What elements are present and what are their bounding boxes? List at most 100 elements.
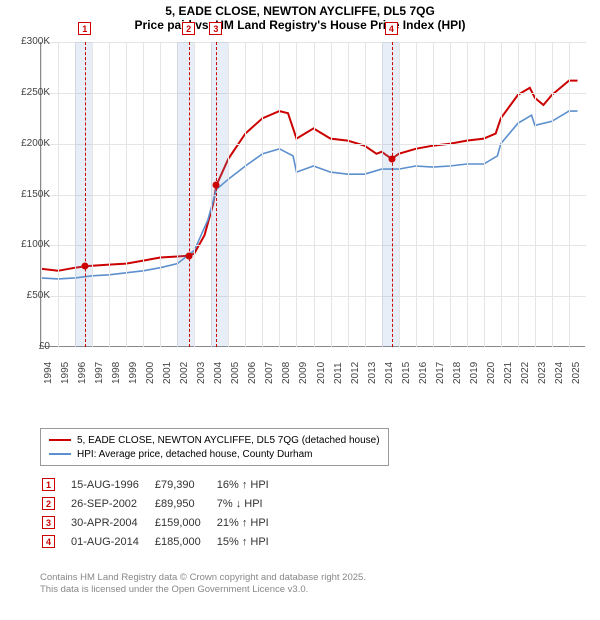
gridline-v [296, 42, 297, 347]
sale-price: £89,950 [155, 495, 215, 512]
table-row: 4 01-AUG-2014£185,00015% ↑ HPI [42, 533, 283, 550]
x-tick-label: 2005 [230, 344, 241, 384]
x-tick-label: 2022 [520, 344, 531, 384]
sale-marker-box: 1 [78, 22, 91, 35]
sale-marker-line [189, 42, 190, 347]
legend-swatch [49, 439, 71, 441]
gridline-v [262, 42, 263, 347]
x-tick-label: 2007 [264, 344, 275, 384]
sales-table: 115-AUG-1996£79,39016% ↑ HPI226-SEP-2002… [40, 474, 285, 552]
x-tick-label: 2006 [247, 344, 258, 384]
x-tick-label: 2001 [162, 344, 173, 384]
gridline-v [228, 42, 229, 347]
gridline-v [484, 42, 485, 347]
gridline-v [194, 42, 195, 347]
sale-marker-box: 3 [209, 22, 222, 35]
shaded-band [211, 42, 228, 347]
x-tick-label: 2003 [196, 344, 207, 384]
gridline-v [501, 42, 502, 347]
sale-row-marker: 3 [42, 516, 55, 529]
sale-marker-dot [82, 263, 89, 270]
sale-price: £79,390 [155, 476, 215, 493]
x-tick-label: 2018 [452, 344, 463, 384]
sale-marker-line [392, 42, 393, 347]
x-tick-label: 1995 [60, 344, 71, 384]
sale-price: £159,000 [155, 514, 215, 531]
plot-region: 1234 [40, 42, 585, 347]
legend: 5, EADE CLOSE, NEWTON AYCLIFFE, DL5 7QG … [40, 428, 389, 466]
legend-label: 5, EADE CLOSE, NEWTON AYCLIFFE, DL5 7QG … [77, 435, 380, 446]
x-tick-label: 1998 [111, 344, 122, 384]
x-tick-label: 2020 [486, 344, 497, 384]
x-tick-label: 2002 [179, 344, 190, 384]
sale-pct: 15% ↑ HPI [217, 533, 283, 550]
gridline-v [450, 42, 451, 347]
x-tick-label: 2017 [435, 344, 446, 384]
x-tick-label: 2016 [418, 344, 429, 384]
chart-container: 5, EADE CLOSE, NEWTON AYCLIFFE, DL5 7QG … [0, 0, 600, 620]
gridline-v [399, 42, 400, 347]
gridline-v [416, 42, 417, 347]
sale-date: 01-AUG-2014 [71, 533, 153, 550]
footer-attribution: Contains HM Land Registry data © Crown c… [40, 572, 366, 596]
x-tick-label: 2023 [537, 344, 548, 384]
chart-area: 1234 [40, 42, 585, 372]
sale-marker-box: 2 [182, 22, 195, 35]
gridline-v [314, 42, 315, 347]
x-tick-label: 1999 [128, 344, 139, 384]
x-tick-label: 2019 [469, 344, 480, 384]
x-tick-label: 2012 [350, 344, 361, 384]
sale-date: 26-SEP-2002 [71, 495, 153, 512]
x-tick-label: 2011 [333, 344, 344, 384]
gridline-v [348, 42, 349, 347]
table-row: 2 26-SEP-2002£89,9507% ↓ HPI [42, 495, 283, 512]
x-tick-label: 2009 [298, 344, 309, 384]
sale-row-marker: 2 [42, 497, 55, 510]
y-tick-label: £250K [10, 87, 50, 98]
gridline-v [92, 42, 93, 347]
y-tick-label: £300K [10, 36, 50, 47]
x-tick-label: 2015 [401, 344, 412, 384]
sale-marker-dot [186, 252, 193, 259]
x-tick-label: 2014 [384, 344, 395, 384]
gridline-v [433, 42, 434, 347]
x-tick-label: 2025 [571, 344, 582, 384]
gridline-v [331, 42, 332, 347]
x-tick-label: 1994 [43, 344, 54, 384]
x-tick-label: 2004 [213, 344, 224, 384]
sale-row-marker: 4 [42, 535, 55, 548]
x-tick-label: 2010 [316, 344, 327, 384]
sale-marker-dot [388, 155, 395, 162]
legend-row: 5, EADE CLOSE, NEWTON AYCLIFFE, DL5 7QG … [49, 433, 380, 447]
sale-pct: 16% ↑ HPI [217, 476, 283, 493]
sale-date: 30-APR-2004 [71, 514, 153, 531]
shaded-band [382, 42, 399, 347]
y-tick-label: £50K [10, 290, 50, 301]
sale-marker-line [216, 42, 217, 347]
gridline-v [552, 42, 553, 347]
x-tick-label: 2021 [503, 344, 514, 384]
title-address: 5, EADE CLOSE, NEWTON AYCLIFFE, DL5 7QG [0, 4, 600, 18]
y-tick-label: £150K [10, 189, 50, 200]
gridline-v [365, 42, 366, 347]
sale-row-marker: 1 [42, 478, 55, 491]
footer-line1: Contains HM Land Registry data © Crown c… [40, 572, 366, 584]
sale-price: £185,000 [155, 533, 215, 550]
gridline-v [126, 42, 127, 347]
legend-label: HPI: Average price, detached house, Coun… [77, 449, 313, 460]
gridline-v [143, 42, 144, 347]
x-tick-label: 2000 [145, 344, 156, 384]
x-tick-label: 1996 [77, 344, 88, 384]
legend-row: HPI: Average price, detached house, Coun… [49, 447, 380, 461]
x-tick-label: 1997 [94, 344, 105, 384]
legend-swatch [49, 453, 71, 455]
gridline-v [467, 42, 468, 347]
gridline-v [160, 42, 161, 347]
footer-line2: This data is licensed under the Open Gov… [40, 584, 366, 596]
gridline-v [279, 42, 280, 347]
gridline-v [58, 42, 59, 347]
gridline-v [569, 42, 570, 347]
y-tick-label: £200K [10, 138, 50, 149]
table-row: 330-APR-2004£159,00021% ↑ HPI [42, 514, 283, 531]
sale-pct: 7% ↓ HPI [217, 495, 283, 512]
